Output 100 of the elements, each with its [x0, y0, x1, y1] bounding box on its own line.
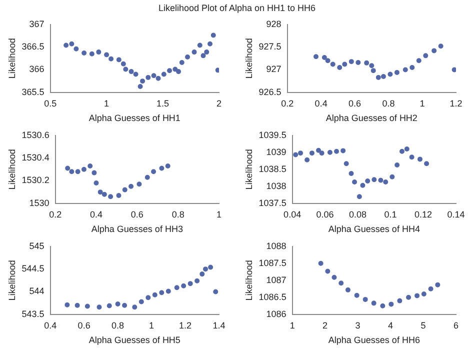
- point: [128, 184, 134, 189]
- x-tick-label: 0.1: [384, 209, 397, 220]
- y-tick-label: 366: [29, 64, 44, 74]
- point: [394, 70, 400, 75]
- point: [337, 64, 342, 70]
- x-tick-label: 0.4: [44, 320, 57, 330]
- point: [203, 266, 208, 272]
- point: [404, 146, 410, 152]
- x-tick-label: 1.5: [156, 98, 170, 108]
- y-axis-title: Likelihood: [6, 149, 17, 190]
- point: [399, 148, 404, 154]
- point: [81, 166, 86, 172]
- point: [194, 278, 200, 284]
- chart-title: Likelihood Plot of Alpha on HH1 to HH6: [157, 2, 317, 15]
- y-tick-label: 1530.6: [22, 130, 50, 140]
- point: [213, 289, 218, 294]
- x-tick-label: 0.6: [130, 209, 144, 220]
- x-tick-label: 4: [388, 320, 394, 330]
- y-tick-label: 1530.2: [22, 175, 50, 186]
- y-tick-label: 928: [266, 18, 282, 29]
- point: [394, 162, 400, 168]
- point: [423, 53, 428, 58]
- point: [338, 280, 344, 286]
- x-tick-label: 0.8: [382, 98, 395, 108]
- point: [388, 72, 393, 77]
- point: [64, 302, 70, 308]
- point: [364, 60, 370, 66]
- point: [74, 46, 79, 52]
- point: [138, 84, 143, 90]
- y-tick-label: 1088: [266, 240, 286, 251]
- x-tick-label: 0.4: [90, 209, 103, 220]
- point: [360, 182, 366, 188]
- point: [159, 290, 164, 296]
- point: [316, 148, 322, 153]
- y-tick-label: 1086: [266, 308, 286, 319]
- y-axis-title: Likelihood: [6, 38, 17, 79]
- point: [82, 50, 87, 56]
- point: [140, 78, 146, 84]
- y-tick-label: 365.5: [22, 86, 44, 97]
- x-tick-label: 1: [216, 209, 222, 220]
- x-tick-label: 0.2: [49, 209, 62, 220]
- point: [144, 174, 150, 180]
- point: [65, 166, 70, 171]
- point: [304, 157, 310, 162]
- x-tick-label: 3: [355, 320, 360, 330]
- point: [136, 182, 142, 187]
- x-axis-title: Alpha Guesses of HH5: [88, 335, 180, 346]
- point: [116, 57, 122, 62]
- point: [197, 42, 202, 48]
- point: [156, 76, 161, 81]
- point: [342, 62, 348, 67]
- point: [159, 166, 164, 171]
- y-tick-label: 926.5: [258, 86, 282, 97]
- point: [334, 148, 340, 154]
- point: [362, 296, 368, 302]
- point: [402, 67, 408, 72]
- point: [370, 68, 376, 74]
- y-tick-label: 1530.4: [22, 152, 50, 163]
- y-tick-label: 1530: [29, 198, 50, 208]
- point: [98, 190, 103, 195]
- point: [185, 54, 190, 60]
- point: [151, 169, 156, 174]
- x-tick-label: 0.04: [284, 209, 302, 220]
- point: [330, 62, 336, 67]
- point: [388, 302, 394, 307]
- point: [325, 58, 330, 64]
- point: [96, 50, 102, 55]
- point: [376, 74, 381, 80]
- x-tick-label: 1: [290, 320, 295, 330]
- point: [200, 53, 206, 58]
- point: [344, 161, 349, 166]
- x-tick-label: 0.6: [348, 98, 362, 108]
- x-tick-label: 2: [216, 98, 222, 108]
- x-tick-label: 0.14: [447, 209, 465, 220]
- point: [64, 42, 69, 48]
- point: [161, 72, 166, 77]
- point: [172, 66, 178, 72]
- y-tick-label: 927.5: [258, 42, 282, 52]
- x-tick-label: 0.5: [44, 98, 57, 108]
- point: [69, 41, 74, 46]
- point: [104, 52, 110, 58]
- point: [435, 282, 440, 288]
- x-axis-title: Alpha Guesses of HH2: [326, 113, 418, 124]
- x-tick-label: 1.4: [212, 320, 226, 330]
- point: [89, 51, 94, 56]
- y-axis-title: Likelihood: [244, 38, 254, 79]
- point: [406, 294, 412, 300]
- point: [313, 54, 318, 60]
- point: [319, 150, 324, 156]
- point: [75, 169, 80, 174]
- point: [106, 303, 112, 308]
- point: [356, 60, 361, 65]
- x-tick-label: 1: [420, 98, 425, 108]
- point: [417, 156, 422, 162]
- point: [208, 264, 214, 270]
- point: [293, 152, 298, 158]
- point: [208, 41, 213, 46]
- x-tick-label: 1.2: [450, 98, 462, 108]
- point: [138, 299, 144, 304]
- y-tick-label: 543.5: [22, 308, 44, 319]
